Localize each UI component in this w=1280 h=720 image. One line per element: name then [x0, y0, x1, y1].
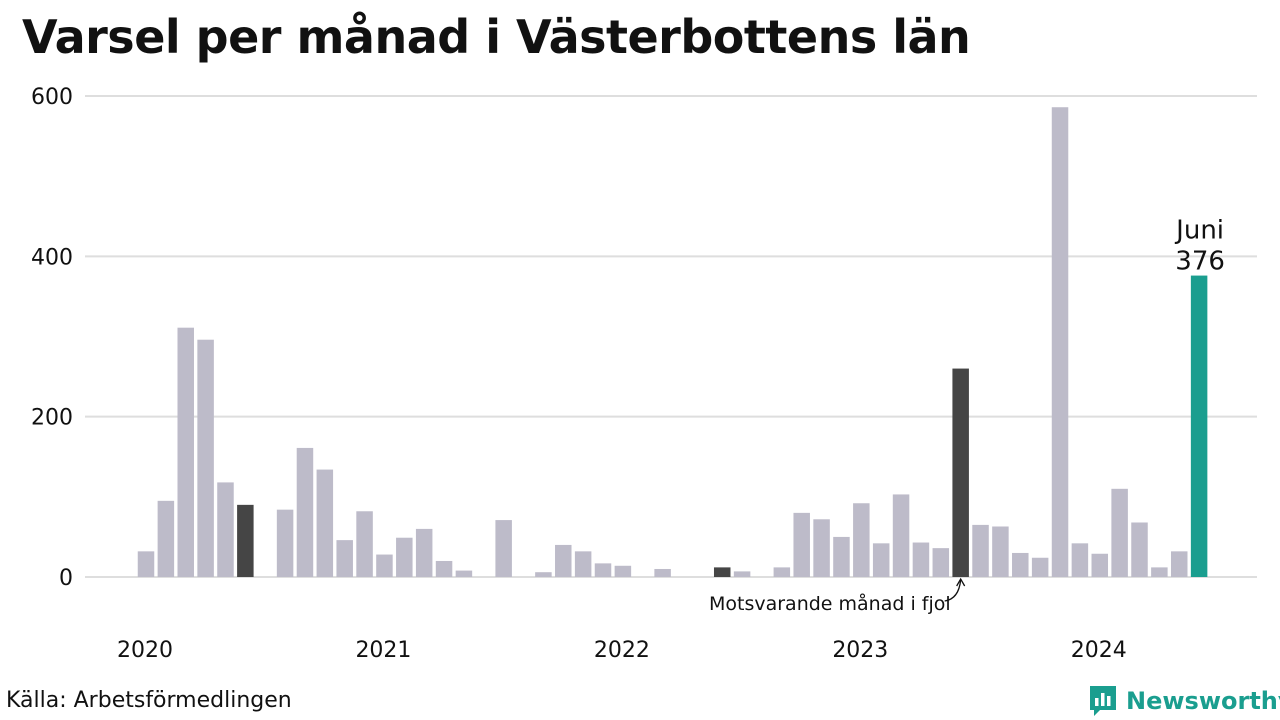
x-axis-ticks: 2020 2021 2022 2023 2024	[117, 638, 1127, 663]
bar	[1091, 553, 1109, 577]
y-axis-ticks: 0 200 400 600	[31, 85, 73, 591]
gridlines	[85, 95, 1257, 578]
bar	[177, 327, 194, 577]
bar	[733, 571, 751, 577]
bar	[197, 339, 214, 577]
bar-chart-logo-icon	[1090, 686, 1116, 716]
bar	[336, 540, 353, 577]
x-tick-label: 2020	[117, 638, 173, 663]
bar	[952, 368, 969, 577]
comparison-annotation: Motsvarande månad i fjol	[709, 577, 966, 615]
bar	[435, 560, 453, 577]
y-tick-label: 0	[59, 566, 73, 591]
bar	[1170, 551, 1188, 577]
highlight-month-label: Juni	[1174, 216, 1224, 246]
brand-logo: Newsworthy	[1088, 684, 1280, 718]
highlight-value-label: 376	[1175, 247, 1225, 277]
bar	[713, 567, 731, 577]
bar	[1012, 552, 1029, 577]
chart-title: Varsel per månad i Västerbottens län	[22, 10, 971, 64]
bar	[1071, 543, 1089, 577]
bar	[614, 565, 632, 577]
bar	[237, 504, 254, 577]
bar	[833, 536, 850, 577]
bar	[356, 511, 373, 577]
bar	[415, 528, 433, 577]
x-tick-label: 2022	[594, 638, 650, 663]
bar	[574, 551, 592, 577]
bar	[137, 551, 155, 577]
bar	[594, 563, 612, 577]
annotation-arrowhead	[956, 577, 966, 587]
bar	[1190, 275, 1208, 577]
bar	[972, 524, 989, 577]
bar	[872, 543, 890, 577]
bar	[1151, 567, 1168, 577]
annotation-arrow	[944, 579, 962, 602]
bar	[992, 526, 1009, 577]
bar	[853, 503, 870, 577]
brand-name: Newsworthy	[1126, 687, 1280, 715]
bar	[1051, 107, 1069, 578]
y-tick-label: 400	[31, 245, 73, 270]
bar	[793, 512, 810, 577]
bar	[376, 554, 393, 577]
y-tick-label: 600	[31, 85, 73, 110]
bar	[892, 494, 910, 577]
bar	[296, 447, 314, 577]
annotation-text: Motsvarande månad i fjol	[709, 592, 951, 615]
bar	[455, 570, 473, 577]
bar	[157, 500, 175, 577]
highlight-label: Juni 376	[1174, 216, 1225, 277]
bar	[932, 548, 950, 577]
bar	[396, 537, 413, 577]
bar	[813, 519, 830, 577]
x-tick-label: 2021	[355, 638, 411, 663]
bar	[1111, 488, 1128, 577]
bar	[276, 509, 294, 577]
bar	[316, 469, 334, 577]
bar	[495, 520, 512, 577]
x-tick-label: 2023	[832, 638, 888, 663]
bars	[137, 107, 1208, 578]
bar	[654, 568, 671, 577]
bar	[773, 567, 791, 577]
bar	[555, 544, 572, 577]
x-tick-label: 2024	[1071, 638, 1127, 663]
bar	[1131, 522, 1148, 577]
bar	[535, 572, 552, 577]
bar	[912, 542, 930, 577]
source-note: Källa: Arbetsförmedlingen	[6, 688, 292, 713]
bar	[1031, 557, 1049, 577]
bar	[217, 482, 234, 577]
y-tick-label: 200	[31, 406, 73, 431]
